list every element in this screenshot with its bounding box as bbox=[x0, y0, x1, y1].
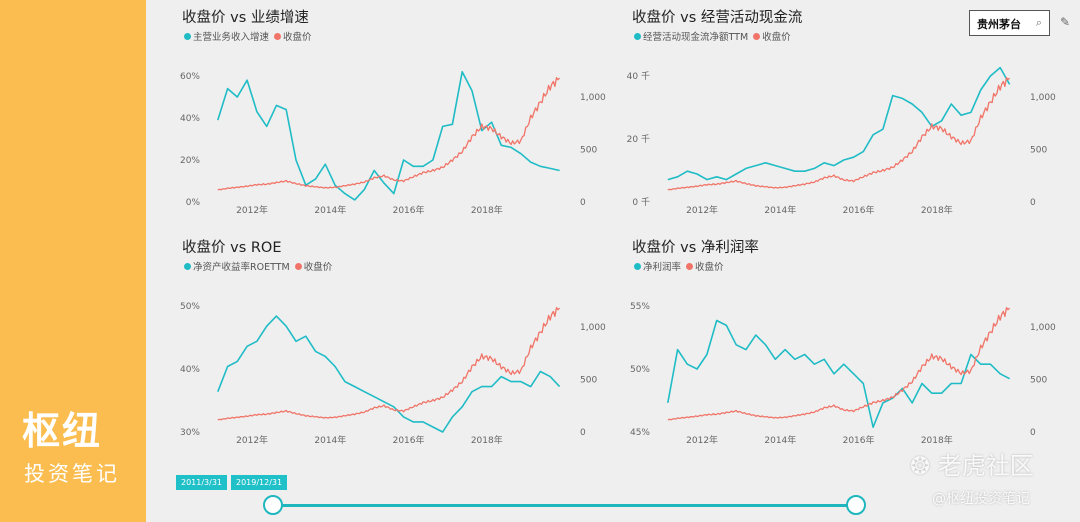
left-axis-tick-label: 0 千 bbox=[632, 197, 650, 208]
slider-start-date[interactable]: 2011/3/31 bbox=[176, 475, 228, 490]
price-series-line bbox=[217, 306, 561, 421]
left-axis-tick-label: 55% bbox=[630, 302, 650, 312]
legend-label: 收盘价 bbox=[762, 32, 791, 43]
right-axis-tick-label: 0 bbox=[580, 428, 586, 438]
left-axis-tick-label: 60% bbox=[180, 72, 200, 82]
legend-dot-icon bbox=[686, 263, 694, 270]
legend-dot-icon bbox=[294, 263, 302, 270]
price-series-line bbox=[217, 76, 561, 191]
chart-panel-net-margin: 收盘价 vs 净利润率 净利润率 收盘价 55% 50% 45% 1,000 500 0 2… bbox=[630, 236, 1072, 454]
metric-series-line bbox=[217, 315, 561, 433]
x-axis-tick-label: 2016年 bbox=[393, 204, 425, 216]
right-axis-tick-label: 500 bbox=[1030, 146, 1047, 156]
paw-icon: ❂ bbox=[910, 452, 931, 480]
x-axis-tick-label: 2014年 bbox=[314, 434, 346, 446]
left-axis-tick-label: 20% bbox=[180, 156, 200, 166]
metric-series-line bbox=[217, 71, 560, 201]
left-axis-tick-label: 40 千 bbox=[627, 71, 650, 82]
left-axis-tick-label: 40% bbox=[180, 114, 200, 124]
watermark-name: ❂ 老虎社区 bbox=[910, 446, 1034, 481]
right-axis-tick-label: 1,000 bbox=[580, 323, 606, 333]
x-axis-tick-label: 2014年 bbox=[314, 204, 346, 216]
chart-legend: 净资产收益率ROETTM 收盘价 bbox=[182, 259, 332, 273]
slider-end-handle[interactable] bbox=[846, 495, 866, 515]
left-axis-tick-label: 50% bbox=[180, 302, 200, 312]
x-axis-tick-label: 2012年 bbox=[236, 434, 268, 446]
legend-label: 经营活动现金流净额TTM bbox=[643, 32, 749, 43]
chart-panel-roe: 收盘价 vs ROE 净资产收益率ROETTM 收盘价 50% 40% 30% 1,0… bbox=[180, 236, 622, 454]
brand-subtitle: 投资笔记 bbox=[24, 462, 120, 486]
legend-label: 净资产收益率ROETTM bbox=[193, 262, 290, 273]
metric-series-line bbox=[667, 66, 1011, 181]
right-axis-tick-label: 1,000 bbox=[1030, 323, 1056, 333]
right-axis-tick-label: 1,000 bbox=[1030, 93, 1056, 103]
price-series-line bbox=[667, 306, 1011, 421]
price-series-line bbox=[667, 76, 1011, 191]
right-axis-tick-label: 1,000 bbox=[580, 93, 606, 103]
legend-dot-icon bbox=[634, 263, 641, 270]
legend-label: 收盘价 bbox=[695, 262, 724, 273]
legend-dot-icon bbox=[184, 263, 191, 270]
chart-title: 收盘价 vs 净利润率 bbox=[632, 240, 759, 256]
left-axis-tick-label: 30% bbox=[180, 428, 200, 438]
metric-series-line bbox=[667, 319, 1010, 428]
date-range-slider[interactable] bbox=[272, 504, 856, 507]
slider-end-date[interactable]: 2019/12/31 bbox=[231, 475, 288, 490]
chart-legend: 主营业务收入增速 收盘价 bbox=[182, 29, 312, 43]
chart-title: 收盘价 vs ROE bbox=[182, 240, 282, 256]
right-axis-tick-label: 500 bbox=[580, 146, 597, 156]
x-axis-tick-label: 2016年 bbox=[843, 434, 875, 446]
line-chart: 60% 40% 20% 0% 1,000 500 0 2012年 2014年 2016年 2018年 bbox=[180, 71, 606, 216]
slider-start-handle[interactable] bbox=[263, 495, 283, 515]
brand-title: 枢纽 bbox=[22, 408, 103, 453]
left-axis-tick-label: 40% bbox=[180, 365, 200, 375]
x-axis-tick-label: 2018年 bbox=[471, 434, 503, 446]
line-chart: 50% 40% 30% 1,000 500 0 2012年 2014年 2016年 2018年 bbox=[180, 302, 606, 446]
watermark-handle: @枢纽投资笔记 bbox=[932, 491, 1030, 507]
x-axis-tick-label: 2012年 bbox=[686, 434, 718, 446]
legend-label: 净利润率 bbox=[643, 262, 682, 273]
x-axis-tick-label: 2016年 bbox=[843, 204, 875, 216]
x-axis-tick-label: 2012年 bbox=[686, 204, 718, 216]
legend-label: 收盘价 bbox=[283, 32, 312, 43]
x-axis-tick-label: 2014年 bbox=[764, 204, 796, 216]
right-axis-tick-label: 0 bbox=[580, 198, 586, 208]
x-axis-tick-label: 2018年 bbox=[471, 204, 503, 216]
x-axis-tick-label: 2016年 bbox=[393, 434, 425, 446]
brand-sidebar: 枢纽 投资笔记 bbox=[0, 0, 146, 522]
x-axis-tick-label: 2012年 bbox=[236, 204, 268, 216]
legend-dot-icon bbox=[274, 33, 282, 40]
eraser-icon[interactable]: ✎ bbox=[1060, 15, 1071, 29]
chart-legend: 经营活动现金流净额TTM 收盘价 bbox=[632, 29, 791, 43]
left-axis-tick-label: 20 千 bbox=[627, 134, 650, 145]
chart-title: 收盘价 vs 经营活动现金流 bbox=[632, 10, 803, 26]
left-axis-tick-label: 50% bbox=[630, 365, 650, 375]
legend-label: 主营业务收入增速 bbox=[193, 32, 270, 43]
chart-panel-cash-flow: 收盘价 vs 经营活动现金流 经营活动现金流净额TTM 收盘价 40 千 20 千… bbox=[627, 6, 1072, 224]
x-axis-tick-label: 2018年 bbox=[921, 434, 953, 446]
search-value: 贵州茅台 bbox=[977, 18, 1021, 31]
x-axis-tick-label: 2018年 bbox=[921, 204, 953, 216]
line-chart: 40 千 20 千 0 千 1,000 500 0 2012年 2014年 2016年 2018年 bbox=[627, 66, 1056, 216]
chart-panel-revenue-growth: 收盘价 vs 业绩增速 主营业务收入增速 收盘价 60% 40% 20% 0% 1,00… bbox=[180, 6, 622, 224]
right-axis-tick-label: 0 bbox=[1030, 428, 1036, 438]
legend-dot-icon bbox=[634, 33, 641, 40]
legend-dot-icon bbox=[184, 33, 191, 40]
line-chart: 55% 50% 45% 1,000 500 0 2012年 2014年 2016年 2018年 bbox=[630, 302, 1056, 446]
watermark-text: 老虎社区 bbox=[937, 452, 1034, 480]
right-axis-tick-label: 500 bbox=[1030, 376, 1047, 386]
chart-title: 收盘价 vs 业绩增速 bbox=[182, 10, 309, 26]
left-axis-tick-label: 0% bbox=[186, 198, 201, 208]
legend-label: 收盘价 bbox=[303, 262, 333, 273]
right-axis-tick-label: 500 bbox=[580, 376, 597, 386]
chart-legend: 净利润率 收盘价 bbox=[632, 259, 724, 273]
left-axis-tick-label: 45% bbox=[630, 428, 650, 438]
x-axis-tick-label: 2014年 bbox=[764, 434, 796, 446]
search-icon[interactable]: ⌕ bbox=[1035, 16, 1042, 29]
legend-dot-icon bbox=[753, 33, 761, 40]
right-axis-tick-label: 0 bbox=[1030, 198, 1036, 208]
stock-search-box[interactable]: 贵州茅台 ⌕ bbox=[969, 10, 1050, 36]
